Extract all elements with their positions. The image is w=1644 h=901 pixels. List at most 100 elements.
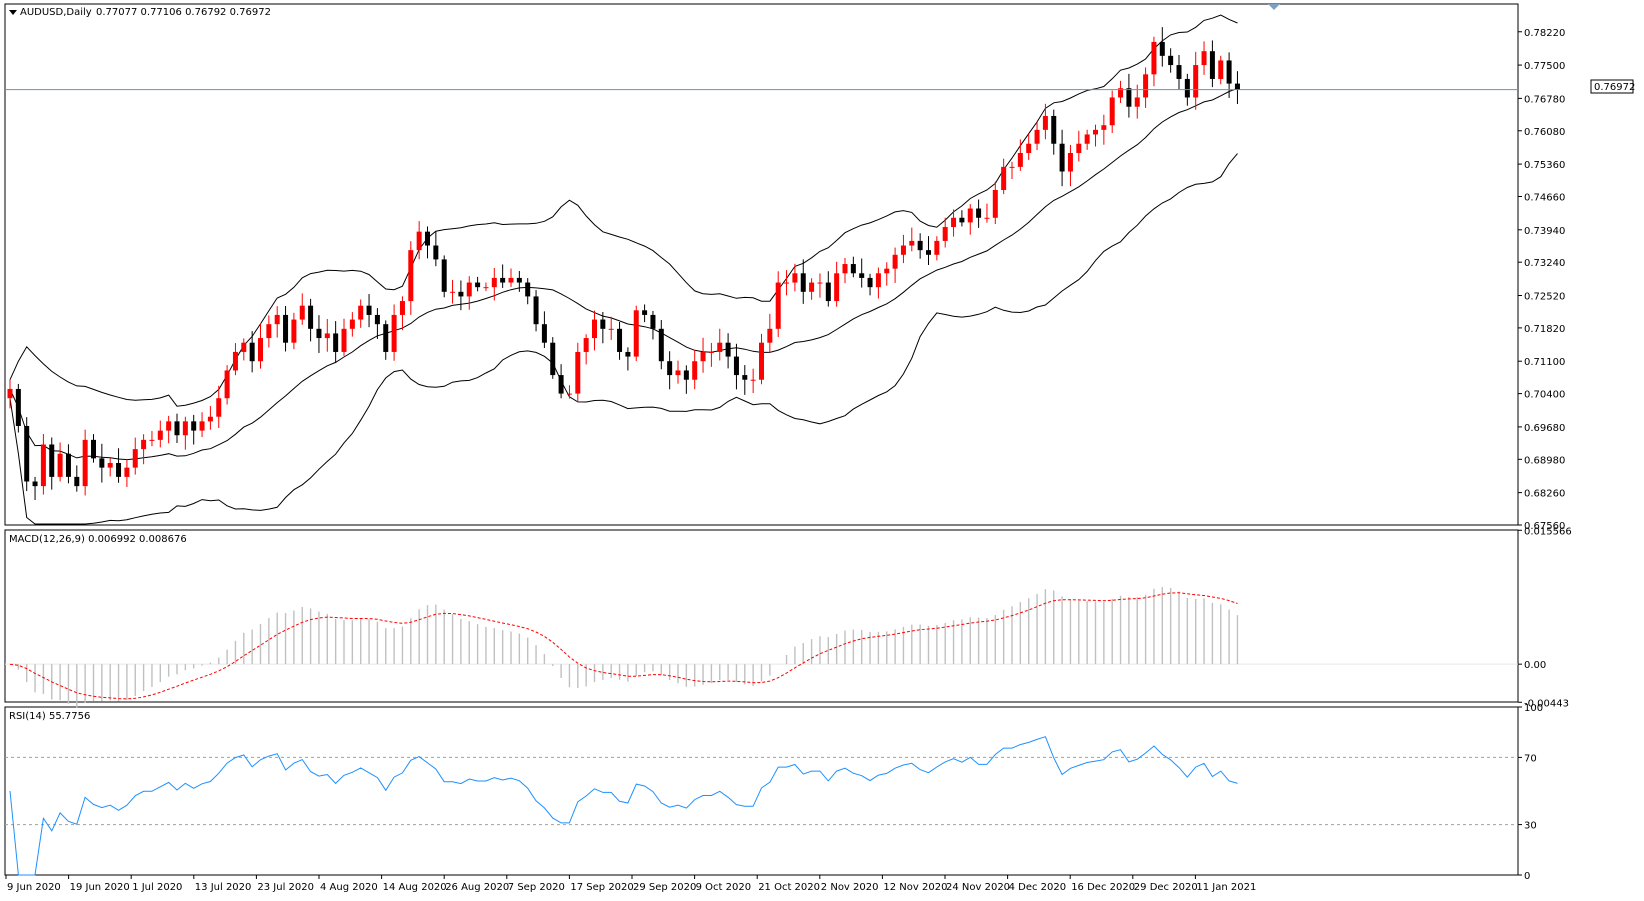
- time-axis-label: 23 Jul 2020: [257, 882, 314, 893]
- bear-candle: [1159, 41, 1165, 56]
- current-price-tag-text: 0.76972: [1594, 82, 1635, 93]
- ohlc-readout: 0.77077 0.77106 0.76792 0.76972: [96, 7, 271, 18]
- bear-candle: [600, 319, 606, 329]
- rsi-axis-label: 100: [1524, 703, 1543, 714]
- bear-candle: [1176, 65, 1182, 79]
- bull-candle: [934, 240, 940, 255]
- time-axis-label: 14 Aug 2020: [383, 882, 447, 893]
- bull-candle: [575, 351, 581, 394]
- bear-candle: [425, 231, 430, 246]
- bull-candle: [483, 287, 489, 289]
- price-axis-label: 0.73240: [1524, 258, 1565, 269]
- bear-candle: [667, 361, 673, 376]
- bull-candle: [1218, 60, 1224, 79]
- time-axis-label: 12 Nov 2020: [883, 882, 947, 893]
- bull-candle: [942, 227, 948, 241]
- time-axis-label: 4 Aug 2020: [320, 882, 378, 893]
- bull-candle: [809, 282, 815, 292]
- bear-candle: [550, 342, 556, 376]
- time-axis-label: 13 Jul 2020: [195, 882, 252, 893]
- rsi-axis: 100 70 30 0: [1518, 703, 1543, 882]
- bear-candle: [976, 208, 982, 218]
- bear-candle: [500, 277, 506, 283]
- bull-candle: [1009, 166, 1015, 168]
- bull-candle: [817, 282, 823, 284]
- bull-candle: [40, 444, 46, 487]
- bear-candle: [475, 282, 481, 288]
- bear-candle: [867, 277, 873, 288]
- bear-candle: [959, 217, 965, 223]
- bull-candle: [842, 264, 848, 274]
- bull-candle: [57, 453, 63, 477]
- time-axis-label: 24 Nov 2020: [946, 882, 1010, 893]
- chart-end-marker-icon[interactable]: [1268, 4, 1280, 10]
- bear-candle: [441, 259, 447, 292]
- bull-candle: [875, 273, 881, 288]
- bear-candle: [558, 375, 564, 394]
- bear-candle: [1051, 115, 1057, 144]
- bear-candle: [617, 328, 623, 352]
- bull-candle: [1151, 41, 1157, 75]
- bear-candle: [859, 273, 865, 278]
- bear-candle: [316, 328, 322, 339]
- bear-candle: [642, 310, 648, 315]
- bull-candle: [241, 342, 247, 352]
- price-axis-label: 0.74660: [1524, 192, 1565, 203]
- bull-candle: [900, 245, 906, 255]
- time-axis-label: 29 Dec 2020: [1134, 882, 1198, 893]
- candles: [7, 27, 1240, 501]
- bull-candle: [700, 351, 706, 362]
- bull-candle: [583, 338, 589, 352]
- macd-indicator: [5, 587, 1518, 708]
- bear-candle: [683, 370, 689, 380]
- price-axis-label: 0.71820: [1524, 324, 1565, 335]
- bull-candle: [675, 370, 681, 376]
- price-panel-frame[interactable]: [4, 3, 1519, 526]
- bull-candle: [166, 421, 172, 431]
- bull-candle: [1042, 115, 1048, 130]
- price-axis-label: 0.67560: [1524, 521, 1565, 532]
- time-axis-label: 7 Sep 2020: [508, 882, 565, 893]
- bear-candle: [1059, 143, 1065, 172]
- bull-candle: [466, 282, 472, 297]
- bear-candle: [283, 314, 289, 343]
- macd-axis: 0.015566 0.00 -0.00443: [1518, 526, 1572, 709]
- bear-candle: [49, 444, 55, 477]
- bull-candle: [182, 421, 188, 436]
- bull-candle: [775, 282, 781, 329]
- bear-candle: [742, 375, 748, 380]
- rsi-label: RSI(14) 55.7756: [9, 711, 90, 722]
- macd-panel-frame[interactable]: [4, 529, 1519, 703]
- bull-candle: [1109, 97, 1115, 126]
- bear-candle: [1234, 83, 1240, 90]
- bear-candle: [650, 314, 656, 329]
- bull-candle: [750, 379, 756, 381]
- symbol-dropdown-icon[interactable]: [9, 10, 17, 15]
- bull-candle: [892, 254, 898, 269]
- bear-candle: [1209, 51, 1215, 79]
- rsi-indicator: [5, 736, 1518, 876]
- bull-candle: [1143, 74, 1149, 98]
- bear-candle: [625, 351, 631, 357]
- rsi-panel-frame[interactable]: [4, 706, 1519, 876]
- price-axis-label: 0.69680: [1524, 423, 1565, 434]
- bull-candle: [349, 319, 355, 329]
- bull-candle: [984, 217, 990, 219]
- bull-candle: [199, 421, 205, 431]
- bear-candle: [74, 476, 80, 487]
- time-axis-label: 9 Jun 2020: [7, 882, 61, 893]
- bull-candle: [784, 282, 790, 284]
- bull-candle: [224, 370, 230, 399]
- bull-candle: [399, 301, 405, 315]
- bull-candle: [767, 328, 773, 343]
- macd-label: MACD(12,26,9) 0.006992 0.008676: [9, 534, 187, 545]
- bear-candle: [541, 324, 547, 343]
- bollinger-upper-band: [9, 14, 1238, 407]
- bear-candle: [825, 282, 831, 302]
- bull-candle: [1134, 97, 1140, 107]
- bear-candle: [366, 305, 372, 315]
- bear-candle: [525, 282, 531, 297]
- bull-candle: [291, 319, 297, 343]
- bull-candle: [967, 208, 973, 223]
